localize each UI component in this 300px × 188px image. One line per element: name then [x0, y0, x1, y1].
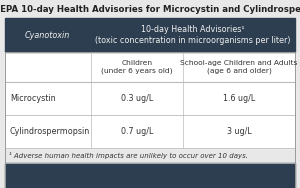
Text: Children
(under 6 years old): Children (under 6 years old) — [101, 60, 173, 74]
Text: Microcystin: Microcystin — [10, 94, 56, 103]
Bar — [5, 52, 295, 188]
Text: 0.7 ug/L: 0.7 ug/L — [121, 127, 153, 136]
Bar — [5, 18, 295, 52]
Text: 3 ug/L: 3 ug/L — [227, 127, 252, 136]
Text: School-age Children and Adults
(age 6 and older): School-age Children and Adults (age 6 an… — [181, 60, 298, 74]
Text: ¹ Adverse human health impacts are unlikely to occur over 10 days.: ¹ Adverse human health impacts are unlik… — [9, 152, 248, 159]
Text: 1.6 ug/L: 1.6 ug/L — [223, 94, 255, 103]
Text: 0.3 ug/L: 0.3 ug/L — [121, 94, 153, 103]
Text: Cylindrospermopsin: Cylindrospermopsin — [10, 127, 90, 136]
Text: Table 1: EPA 10-day Health Advisories for Microcystin and Cylindrospermopsin: Table 1: EPA 10-day Health Advisories fo… — [0, 5, 300, 14]
Text: 10-day Health Advisories¹
(toxic concentration in microorganisms per liter): 10-day Health Advisories¹ (toxic concent… — [95, 25, 290, 45]
Bar — [5, 52, 295, 148]
Text: Cyanotoxin: Cyanotoxin — [25, 30, 70, 39]
Bar — [5, 163, 295, 188]
